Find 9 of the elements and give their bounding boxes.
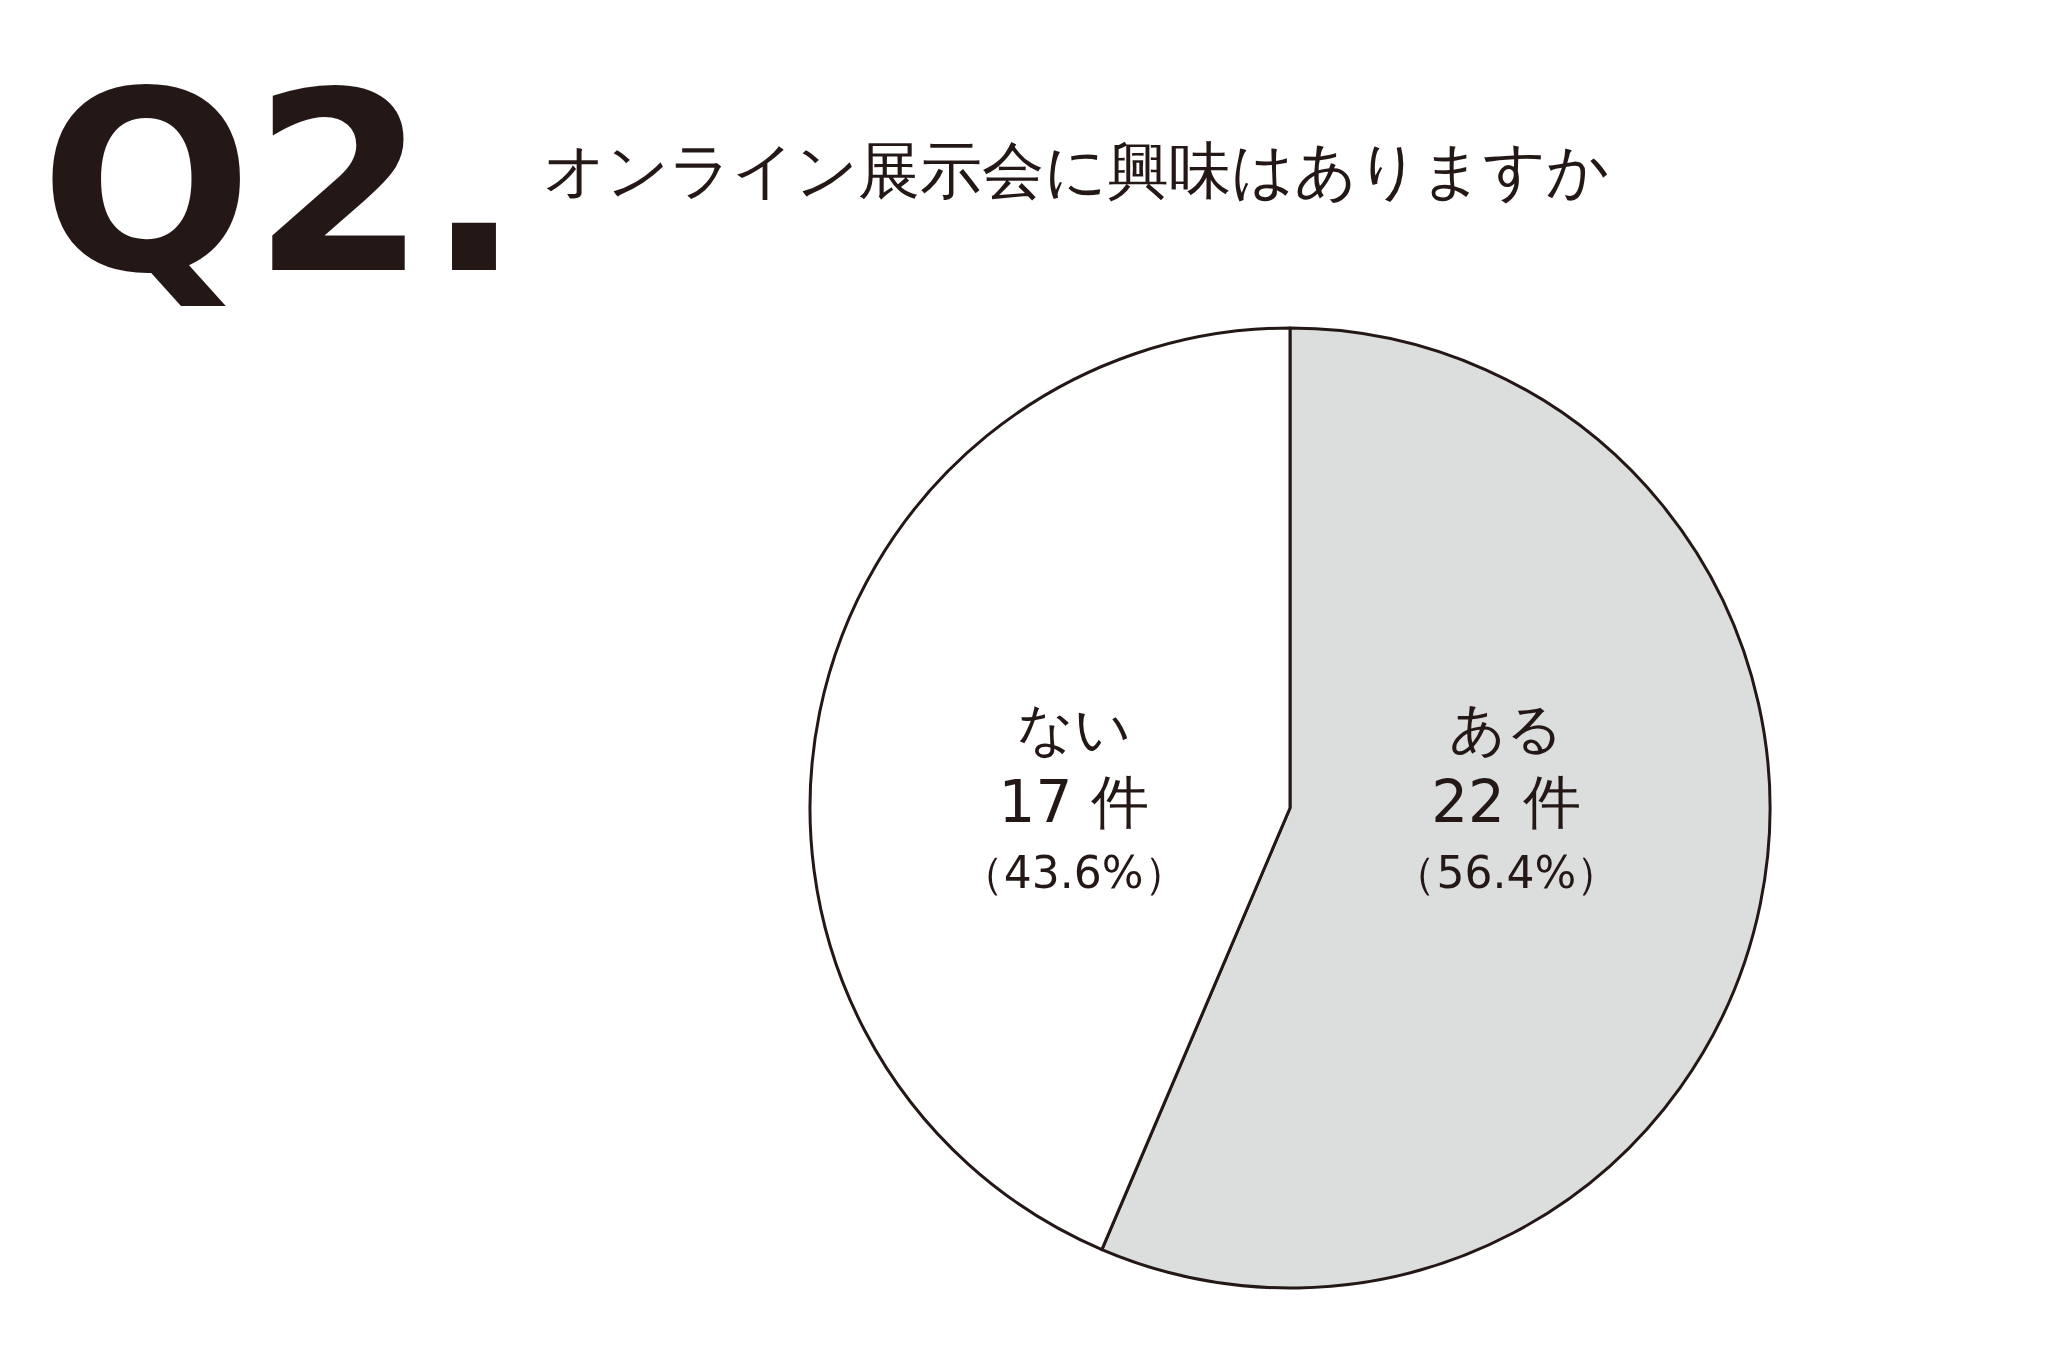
data-label: 22 件: [1431, 768, 1582, 836]
slice-label: ある: [1449, 696, 1564, 761]
data-label: 17 件: [998, 768, 1149, 836]
pie-slice: [809, 326, 1292, 1252]
chart-title: Q2.: [40, 38, 522, 329]
chart-subtitle: オンライン展示会に興味はありますか: [543, 134, 1609, 207]
slice-label: ない: [1016, 696, 1131, 761]
text: （56.4%）: [1392, 847, 1621, 898]
text: （43.6%）: [959, 847, 1188, 898]
